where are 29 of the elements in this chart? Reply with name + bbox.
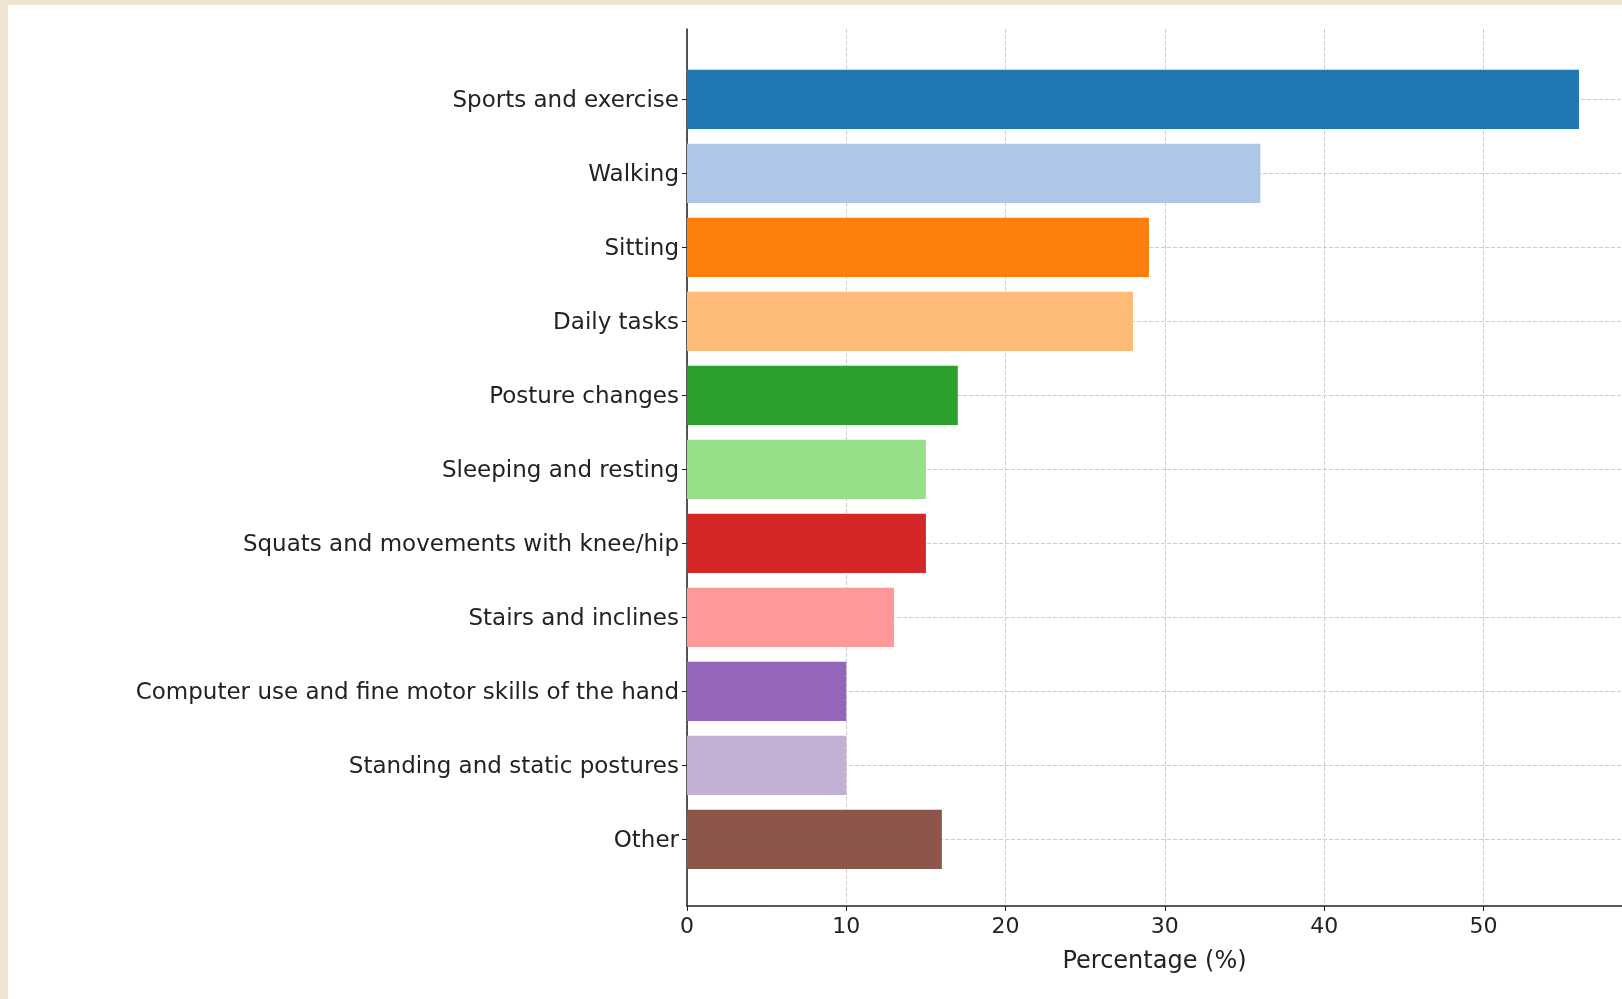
bar <box>687 735 847 795</box>
bar <box>687 587 895 647</box>
x-tick-label: 50 <box>1469 912 1498 938</box>
bar <box>687 291 1133 351</box>
y-tick-label: Walking <box>588 160 679 187</box>
bar <box>687 513 926 573</box>
y-tick-label: Posture changes <box>489 382 679 409</box>
bar <box>687 217 1149 277</box>
y-tick-label: Standing and static postures <box>348 752 679 779</box>
bar <box>687 365 958 425</box>
y-tick-label: Stairs and inclines <box>468 604 679 631</box>
y-tick-label: Squats and movements with knee/hip <box>242 530 679 557</box>
x-axis-title: Percentage (%) <box>1062 946 1247 974</box>
bar <box>687 143 1261 203</box>
x-tick-label: 0 <box>680 912 694 938</box>
y-tick-label: Sitting <box>604 234 679 261</box>
x-tick-label: 40 <box>1310 912 1339 938</box>
y-tick-label: Other <box>613 826 680 853</box>
bar <box>687 809 942 869</box>
x-tick-label: 10 <box>832 912 861 938</box>
y-tick-label: Sleeping and resting <box>441 456 679 483</box>
y-tick-label: Daily tasks <box>553 308 679 335</box>
x-tick-label: 30 <box>1150 912 1179 938</box>
y-tick-label: Sports and exercise <box>452 86 679 113</box>
bar <box>687 661 847 721</box>
x-tick-label: 20 <box>991 912 1020 938</box>
bar <box>687 439 926 499</box>
y-tick-label: Computer use and fine motor skills of the hand <box>135 678 679 705</box>
bar <box>687 69 1579 129</box>
